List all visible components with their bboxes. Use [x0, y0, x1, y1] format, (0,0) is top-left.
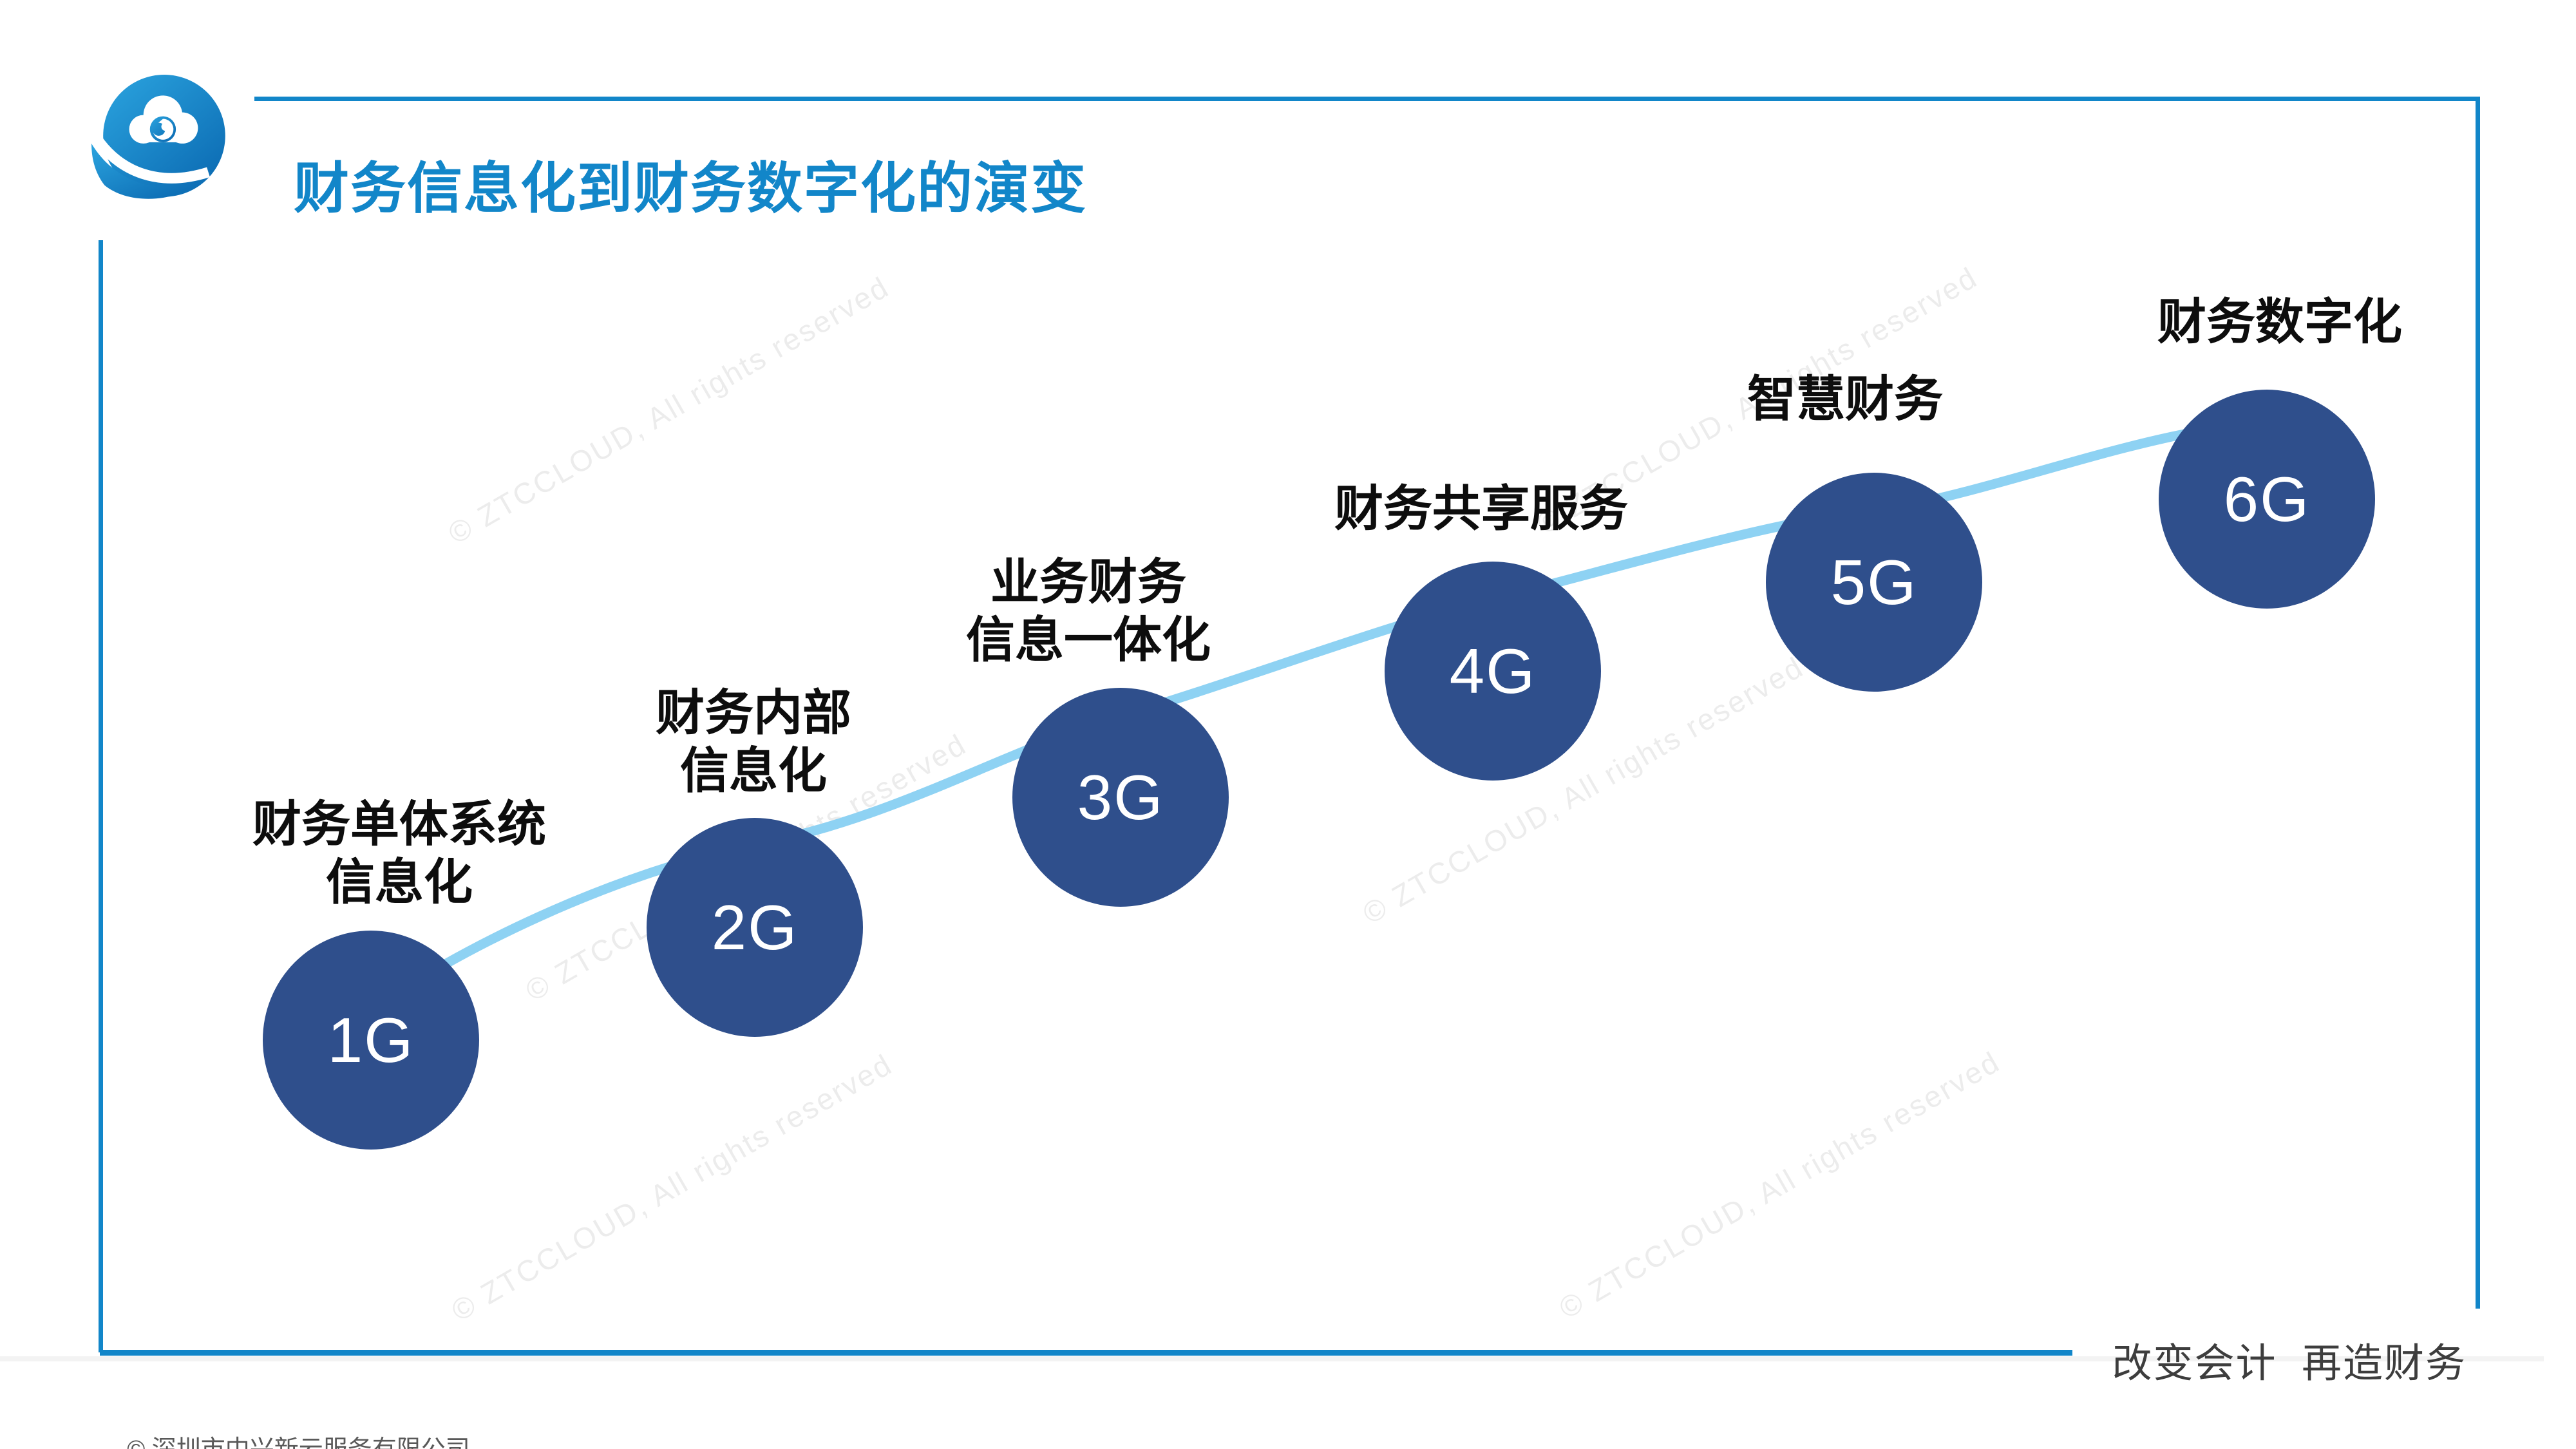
stage-label-line: 财务数字化 [2157, 295, 2402, 350]
stage-node-4g: 4G [1385, 562, 1601, 781]
stage-node-label: 1G [327, 1004, 415, 1075]
frame-line-right [2476, 97, 2480, 1309]
stage-node-5g: 5G [1766, 473, 1982, 692]
stage-label-line: 财务内部 [656, 686, 851, 741]
stage-node-1g: 1G [263, 931, 479, 1150]
frame-line-bottom-shadow [0, 1356, 2544, 1361]
stage-node-label: 6G [2223, 463, 2311, 535]
stage-label-line: 财务共享服务 [1334, 482, 1628, 536]
stage-label-1g: 财务单体系统 信息化 [109, 796, 689, 912]
page-title: 财务信息化到财务数字化的演变 [294, 158, 1087, 220]
frame-line-top [254, 97, 2480, 101]
footer-slogan: 改变会计 再造财务 [2112, 1341, 2467, 1386]
stage-label-5g: 智慧财务 [1555, 371, 2135, 429]
stage-node-2g: 2G [647, 818, 863, 1037]
stage-node-label: 3G [1077, 761, 1164, 833]
footer-copyright: © 深圳市中兴新云服务有限公司 www.ztccloud.com.cn [100, 1401, 470, 1449]
stage-label-4g: 财务共享服务 [1191, 480, 1771, 538]
cloud-logo-icon [89, 68, 245, 229]
copyright-text: © 深圳市中兴新云服务有限公司 [127, 1436, 470, 1449]
stage-node-label: 5G [1830, 546, 1918, 618]
stage-node-6g: 6G [2159, 390, 2375, 609]
stage-node-3g: 3G [1012, 688, 1229, 907]
stage-label-line: 业务财务 [990, 555, 1186, 610]
stage-label-line: 智慧财务 [1747, 372, 1943, 427]
stage-label-2g: 财务内部 信息化 [464, 685, 1043, 800]
stage-label-6g: 财务数字化 [1990, 294, 2570, 352]
stage-label-line: 信息化 [326, 855, 473, 910]
stage-label-3g: 业务财务 信息一体化 [799, 554, 1378, 670]
frame-line-left [99, 240, 103, 1352]
stage-node-label: 4G [1449, 635, 1537, 706]
stage-label-line: 财务单体系统 [252, 797, 546, 852]
stage-label-line: 信息化 [680, 744, 827, 799]
frame-line-bottom [100, 1350, 2072, 1356]
stage-node-label: 2G [711, 891, 799, 963]
stage-label-line: 信息一体化 [966, 613, 1211, 668]
